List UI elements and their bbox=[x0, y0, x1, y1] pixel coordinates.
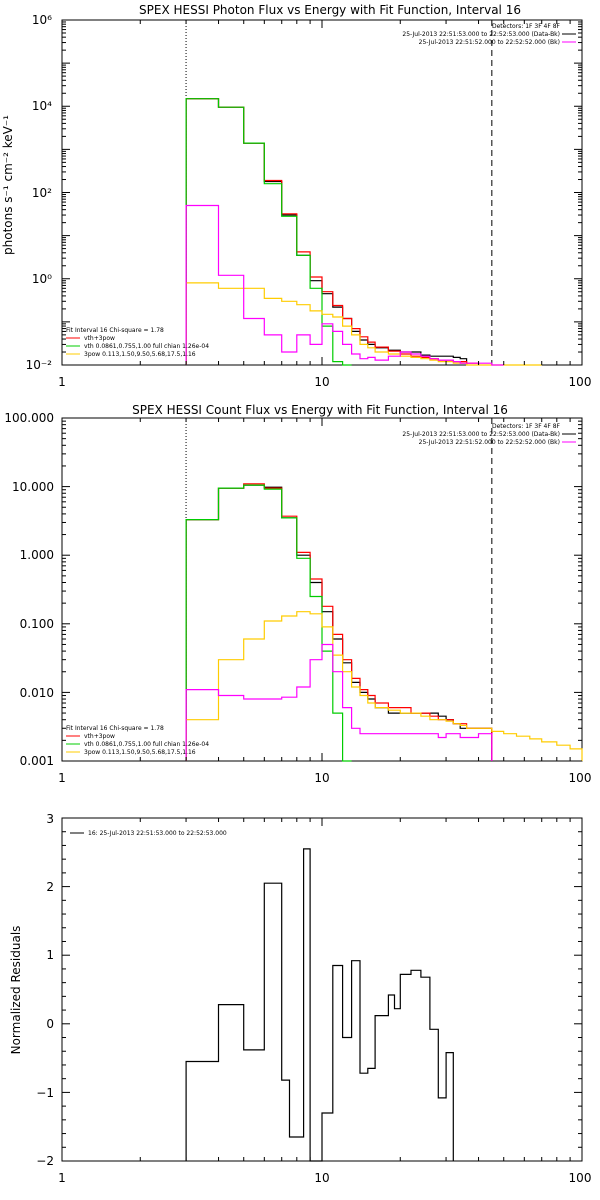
photon-flux-y-tick-label-1e-2: 10⁻² bbox=[26, 358, 53, 372]
count-flux-x-tick-label-1: 1 bbox=[58, 771, 66, 785]
legend-text: vth 0.0861,0.755,1.00 full chian 1.26e-0… bbox=[84, 741, 209, 748]
count-flux-x-tick-label-10: 10 bbox=[314, 771, 329, 785]
legend-text: 25-Jul-2013 22:51:53.000 to 22:52:53.000… bbox=[402, 31, 560, 38]
series-line-0 bbox=[185, 848, 454, 1162]
count-flux-series bbox=[185, 483, 583, 762]
residuals-panel: Normalized Residuals 1 10 100 −2 −1 0 1 … bbox=[9, 812, 591, 1185]
series-line-3 bbox=[185, 282, 542, 366]
count-flux-y-ticks bbox=[62, 417, 582, 762]
count-flux-y-tick-label-1.000: 1.000 bbox=[20, 548, 54, 562]
photon-flux-reference-lines bbox=[185, 20, 493, 365]
residuals-series bbox=[185, 848, 454, 1162]
series-line-3 bbox=[185, 611, 583, 761]
count-flux-reference-lines bbox=[185, 418, 493, 761]
legend-text: Detectors: 1F 3F 4F 8F bbox=[492, 423, 561, 430]
count-flux-y-tick-label-10.000: 10.000 bbox=[12, 480, 54, 494]
photon-flux-x-tick-label-10: 10 bbox=[314, 375, 329, 389]
residuals-x-tick-label-1: 1 bbox=[58, 1171, 66, 1185]
residuals-plot-frame bbox=[61, 817, 583, 1162]
residuals-y-tick-label-0: 0 bbox=[46, 1017, 54, 1031]
legend-text: Fit Interval 16 Chi-square = 1.78 bbox=[66, 725, 164, 732]
photon-flux-panel: SPEX HESSI Photon Flux vs Energy with Fi… bbox=[1, 3, 591, 389]
photon-flux-y-tick-label-1e4: 10⁴ bbox=[32, 99, 52, 113]
photon-flux-legend-bottomleft: Fit Interval 16 Chi-square = 1.78 vth+3p… bbox=[66, 327, 209, 358]
count-flux-y-tick-label-0.100: 0.100 bbox=[20, 617, 54, 631]
legend-text: 16: 25-Jul-2013 22:51:53.000 to 22:52:53… bbox=[88, 830, 227, 837]
residuals-y-tick-label-2: 2 bbox=[46, 880, 54, 894]
photon-flux-y-tick-label-1e0: 10⁰ bbox=[32, 272, 52, 286]
residuals-y-tick-label-3: 3 bbox=[46, 812, 54, 826]
residuals-y-tick-label-neg2: −2 bbox=[36, 1154, 54, 1168]
series-line-4 bbox=[185, 204, 504, 366]
count-flux-legend-topright: Detectors: 1F 3F 4F 8F 25-Jul-2013 22:51… bbox=[402, 423, 576, 446]
photon-flux-legend-topright: Detectors: 1F 3F 4F 8F 25-Jul-2013 22:51… bbox=[402, 23, 576, 46]
legend-text: vth+3pow bbox=[84, 733, 115, 740]
photon-flux-x-tick-label-1: 1 bbox=[58, 375, 66, 389]
legend-text: 25-Jul-2013 22:51:52.000 to 22:52:52.000… bbox=[419, 39, 560, 46]
residuals-x-ticks bbox=[61, 818, 571, 1161]
count-flux-title: SPEX HESSI Count Flux vs Energy with Fit… bbox=[132, 403, 508, 417]
legend-text: 25-Jul-2013 22:51:53.000 to 22:52:53.000… bbox=[402, 431, 560, 438]
series-line-0 bbox=[185, 98, 468, 365]
series-line-2 bbox=[185, 484, 352, 762]
photon-flux-y-tick-label-1e2: 10² bbox=[32, 186, 52, 200]
legend-text: vth+3pow bbox=[84, 335, 115, 342]
photon-flux-x-ticks bbox=[61, 20, 571, 365]
photon-flux-x-tick-label-100: 100 bbox=[569, 375, 592, 389]
legend-text: 3pow 0.113,1.50,9.50,5.68,17.5,1.16 bbox=[84, 351, 196, 358]
legend-text: Fit Interval 16 Chi-square = 1.78 bbox=[66, 327, 164, 334]
legend-text: 25-Jul-2013 22:51:52.000 to 22:52:52.000… bbox=[419, 439, 560, 446]
residuals-legend: 16: 25-Jul-2013 22:51:53.000 to 22:52:53… bbox=[70, 830, 227, 837]
count-flux-x-ticks bbox=[61, 418, 571, 761]
legend-text: 3pow 0.113,1.50,9.50,5.68,17.5,1.16 bbox=[84, 749, 196, 756]
residuals-y-tick-label-neg1: −1 bbox=[36, 1086, 54, 1100]
residuals-x-tick-label-10: 10 bbox=[314, 1171, 329, 1185]
series-line-4 bbox=[185, 643, 493, 761]
photon-flux-y-tick-label-1e6: 10⁶ bbox=[32, 13, 52, 27]
photon-flux-title: SPEX HESSI Photon Flux vs Energy with Fi… bbox=[139, 3, 521, 17]
residuals-y-ticks bbox=[62, 817, 582, 1162]
photon-flux-y-ticks bbox=[62, 19, 582, 366]
residuals-y-tick-label-1: 1 bbox=[46, 948, 54, 962]
count-flux-y-tick-label-100.000: 100.000 bbox=[4, 411, 54, 425]
photon-flux-series bbox=[185, 98, 542, 366]
count-flux-panel: SPEX HESSI Count Flux vs Energy with Fit… bbox=[4, 403, 591, 785]
legend-text: vth 0.0861,0.755,1.00 full chian 1.26e-0… bbox=[84, 343, 209, 350]
count-flux-y-tick-label-0.001: 0.001 bbox=[20, 754, 54, 768]
count-flux-x-tick-label-100: 100 bbox=[569, 771, 592, 785]
count-flux-y-tick-label-0.010: 0.010 bbox=[20, 686, 54, 700]
residuals-y-axis-label: Normalized Residuals bbox=[9, 926, 23, 1055]
series-line-2 bbox=[185, 98, 352, 366]
photon-flux-y-axis-label: photons s⁻¹ cm⁻² keV⁻¹ bbox=[1, 115, 15, 255]
residuals-x-tick-label-100: 100 bbox=[569, 1171, 592, 1185]
legend-text: Detectors: 1F 3F 4F 8F bbox=[492, 23, 561, 30]
count-flux-legend-bottomleft: Fit Interval 16 Chi-square = 1.78 vth+3p… bbox=[66, 725, 209, 756]
